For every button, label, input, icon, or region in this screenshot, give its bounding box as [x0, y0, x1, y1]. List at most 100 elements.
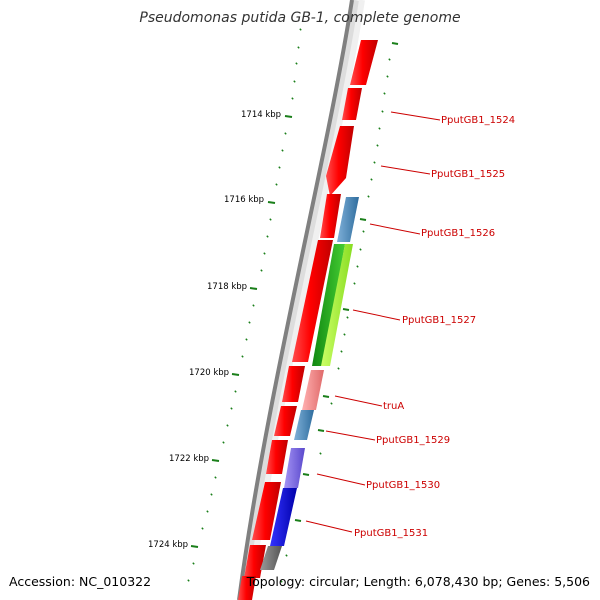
tick-dot — [210, 493, 213, 496]
tick-dot — [266, 235, 269, 238]
backbone — [237, 0, 354, 600]
tick-dot — [295, 62, 298, 65]
major-tick — [249, 287, 258, 290]
gene-label[interactable]: PputGB1_1525 — [431, 169, 505, 180]
tick-dot — [359, 218, 367, 221]
feature-purple — [284, 448, 305, 488]
tick-dot — [281, 149, 284, 152]
cds-forward — [238, 576, 256, 600]
tick-dot — [285, 554, 288, 557]
cds-forward — [320, 194, 341, 238]
tick-dot — [337, 367, 340, 370]
tick-dot — [241, 355, 244, 358]
tick-dot — [278, 166, 281, 169]
inner-tick-track — [187, 28, 302, 582]
tick-dot — [293, 80, 296, 83]
cds-forward — [266, 440, 288, 474]
tick-dot — [376, 144, 379, 147]
gene-label[interactable]: PputGB1_1531 — [354, 528, 428, 539]
leader-line — [305, 520, 353, 533]
tick-dot — [383, 92, 386, 95]
gene-label[interactable]: truA — [383, 401, 404, 412]
label-leaders — [305, 111, 441, 533]
cds-forward — [282, 366, 305, 402]
tick-dot — [222, 441, 225, 444]
map-title: Pseudomonas putida GB-1, complete genome — [139, 10, 460, 26]
tick-label: 1722 kbp — [169, 454, 209, 464]
tick-dot — [201, 527, 204, 530]
tick-dot — [230, 407, 233, 410]
feature-deep-blue — [270, 488, 297, 546]
tick-dot — [291, 97, 294, 100]
tick-dot — [294, 519, 302, 522]
tick-dot — [388, 58, 391, 61]
tick-dot — [275, 183, 278, 186]
tick-dot — [297, 46, 300, 49]
leader-line — [369, 223, 421, 235]
tick-dot — [343, 333, 346, 336]
tick-dot — [317, 429, 325, 432]
feature-blue — [337, 197, 359, 242]
tick-dot — [359, 248, 362, 251]
tick-dot — [353, 282, 356, 285]
major-tick — [231, 373, 240, 376]
accession-text: Accession: NC_010322 — [9, 574, 151, 589]
tick-dot — [322, 395, 330, 398]
tick-dot — [362, 230, 365, 233]
tick-label: 1716 kbp — [224, 195, 264, 205]
feature-green — [312, 244, 345, 366]
leader-line — [334, 395, 383, 407]
feature-blue — [294, 410, 314, 440]
tick-dot — [340, 350, 343, 353]
tick-dot — [260, 269, 263, 272]
major-tick — [284, 115, 293, 118]
feature-gray — [260, 546, 282, 570]
tick-dot — [373, 161, 376, 164]
tick-dot — [284, 132, 287, 135]
tick-dot — [302, 473, 310, 476]
tick-label: 1724 kbp — [148, 540, 188, 550]
feature-lime — [321, 244, 353, 366]
tick-dot — [356, 265, 359, 268]
tick-dot — [192, 562, 195, 565]
outer-tick-track — [280, 42, 399, 583]
tick-dot — [252, 304, 255, 307]
tick-label: 1718 kbp — [207, 282, 247, 292]
cds-forward — [292, 240, 333, 362]
major-tick — [190, 545, 199, 548]
tick-dot — [206, 510, 209, 513]
tick-dot — [370, 178, 373, 181]
tick-dot — [367, 195, 370, 198]
gene-label[interactable]: PputGB1_1529 — [376, 435, 450, 446]
forward-cds-track — [238, 40, 378, 600]
tick-dot — [299, 28, 302, 31]
gene-label[interactable]: PputGB1_1526 — [421, 228, 495, 239]
cds-forward — [274, 406, 297, 436]
tick-dot — [391, 42, 399, 45]
tick-dot — [381, 110, 384, 113]
tick-dot — [269, 218, 272, 221]
gene-label[interactable]: PputGB1_1524 — [441, 115, 515, 126]
leader-line — [380, 165, 431, 175]
cds-forward — [350, 40, 378, 85]
gene-label[interactable]: PputGB1_1527 — [402, 315, 476, 326]
leader-line — [390, 111, 441, 121]
tick-dot — [280, 580, 283, 583]
tick-dot — [346, 316, 349, 319]
tick-dot — [263, 252, 266, 255]
tick-dot — [226, 424, 229, 427]
tick-dot — [386, 75, 389, 78]
tick-dot — [342, 308, 350, 311]
gene-label[interactable]: PputGB1_1530 — [366, 480, 440, 491]
tick-dot — [248, 321, 251, 324]
tick-dot — [187, 579, 190, 582]
tick-dot — [330, 402, 333, 405]
tick-dot — [245, 338, 248, 341]
tick-dot — [319, 452, 322, 455]
leader-line — [316, 473, 366, 486]
tick-dot — [234, 390, 237, 393]
gene-labels: PputGB1_1524 PputGB1_1525 PputGB1_1526 P… — [354, 115, 515, 539]
tick-dot — [378, 127, 381, 130]
tick-label: 1720 kbp — [189, 368, 229, 378]
